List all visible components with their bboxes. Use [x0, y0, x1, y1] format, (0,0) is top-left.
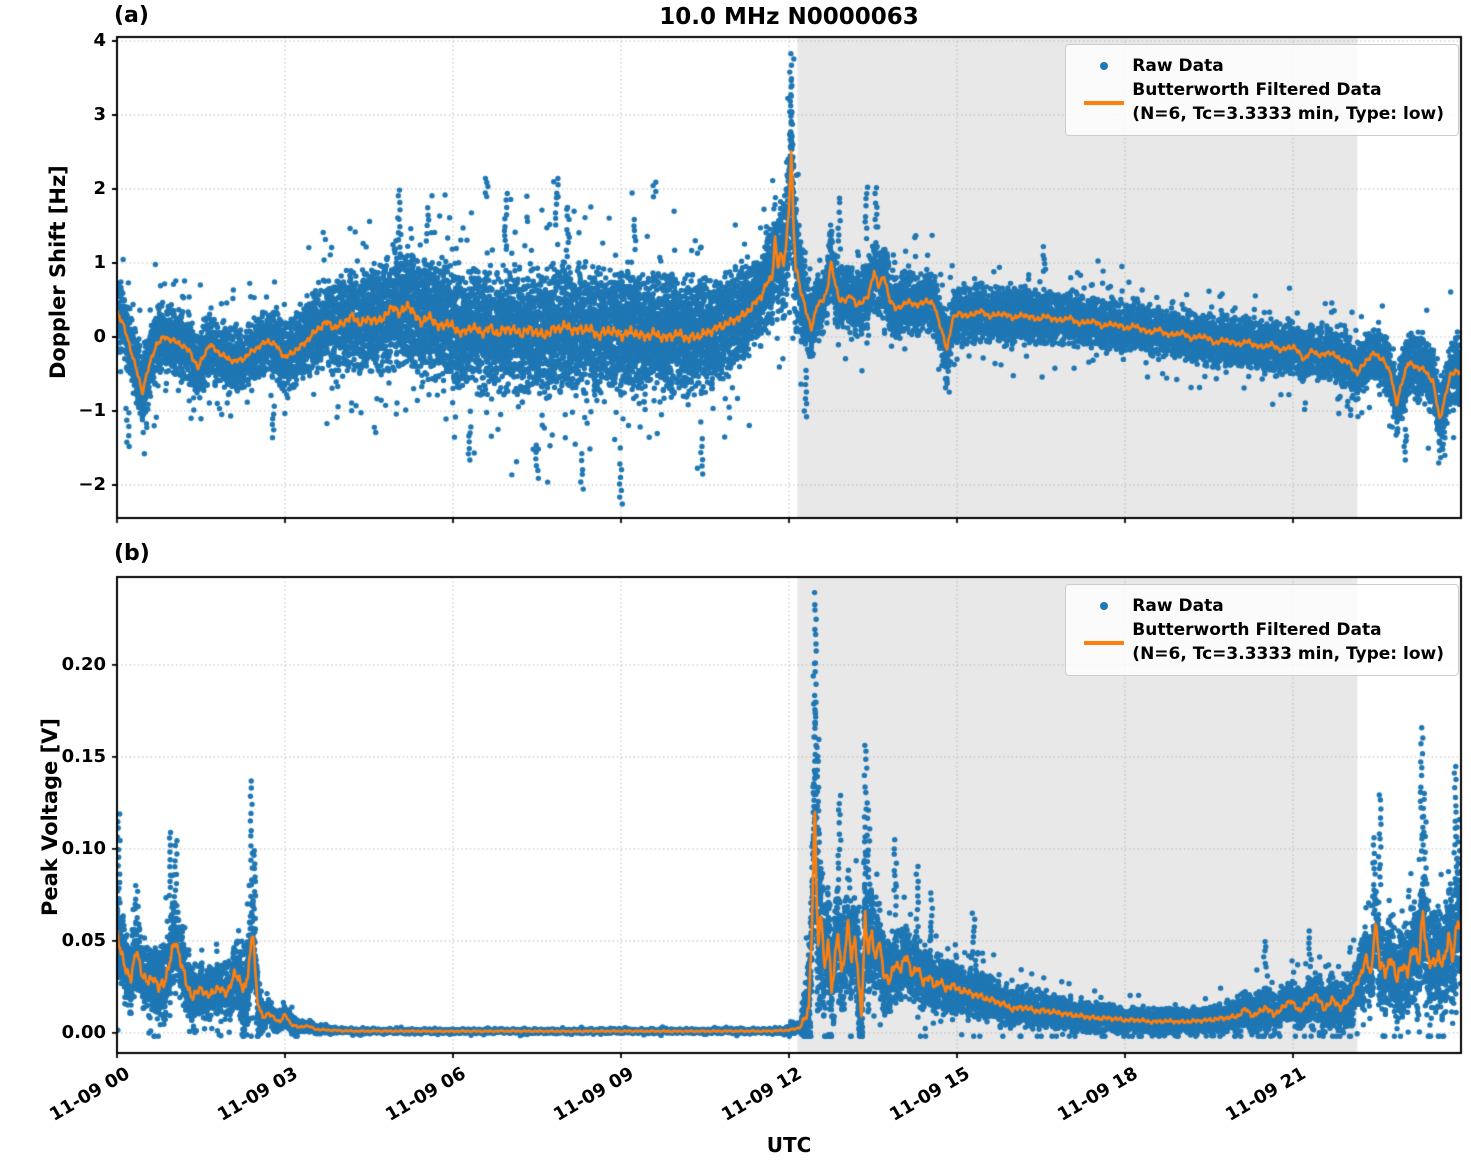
- y-axis-label-doppler: Doppler Shift [Hz]: [46, 165, 70, 379]
- panel-b-tag: (b): [114, 541, 150, 566]
- y-tick-label-b: 0.20: [61, 653, 106, 675]
- y-tick-label-a: −2: [78, 473, 106, 495]
- legend-item-filtered: Butterworth Filtered Data (N=6, Tc=3.333…: [1076, 78, 1444, 126]
- legend-item-raw: Raw Data: [1076, 594, 1444, 618]
- y-tick-label-b: 0.00: [61, 1021, 106, 1043]
- legend-panel-a: Raw Data Butterworth Filtered Data (N=6,…: [1065, 44, 1459, 136]
- legend-filtered-label: Butterworth Filtered Data (N=6, Tc=3.333…: [1132, 618, 1444, 666]
- filtered-line-icon: [1076, 630, 1132, 654]
- y-tick-label-a: 0: [93, 325, 106, 347]
- y-tick-label-b: 0.05: [61, 929, 106, 951]
- y-tick-label-a: 1: [93, 251, 106, 273]
- raw-data-dot-icon: [1076, 594, 1132, 618]
- y-tick-label-b: 0.15: [61, 745, 106, 767]
- y-tick-label-a: 4: [93, 29, 106, 51]
- x-axis-label: UTC: [766, 1133, 812, 1157]
- legend-filtered-label: Butterworth Filtered Data (N=6, Tc=3.333…: [1132, 78, 1444, 126]
- y-tick-label-b: 0.10: [61, 837, 106, 859]
- page-title: 10.0 MHz N0000063: [659, 4, 919, 30]
- legend-filtered-label-line2: (N=6, Tc=3.3333 min, Type: low): [1132, 644, 1444, 664]
- panel-a-tag: (a): [114, 3, 149, 28]
- legend-raw-label: Raw Data: [1132, 56, 1224, 76]
- legend-raw-label: Raw Data: [1132, 596, 1224, 616]
- y-tick-label-a: 3: [93, 103, 106, 125]
- raw-data-dot-icon: [1076, 54, 1132, 78]
- legend-item-filtered: Butterworth Filtered Data (N=6, Tc=3.333…: [1076, 618, 1444, 666]
- legend-filtered-label-line1: Butterworth Filtered Data: [1132, 80, 1382, 100]
- legend-item-raw: Raw Data: [1076, 54, 1444, 78]
- filtered-line-icon: [1076, 90, 1132, 114]
- legend-filtered-label-line1: Butterworth Filtered Data: [1132, 620, 1382, 640]
- legend-panel-b: Raw Data Butterworth Filtered Data (N=6,…: [1065, 584, 1459, 676]
- legend-filtered-label-line2: (N=6, Tc=3.3333 min, Type: low): [1132, 104, 1444, 124]
- y-tick-label-a: 2: [93, 177, 106, 199]
- y-tick-label-a: −1: [78, 399, 106, 421]
